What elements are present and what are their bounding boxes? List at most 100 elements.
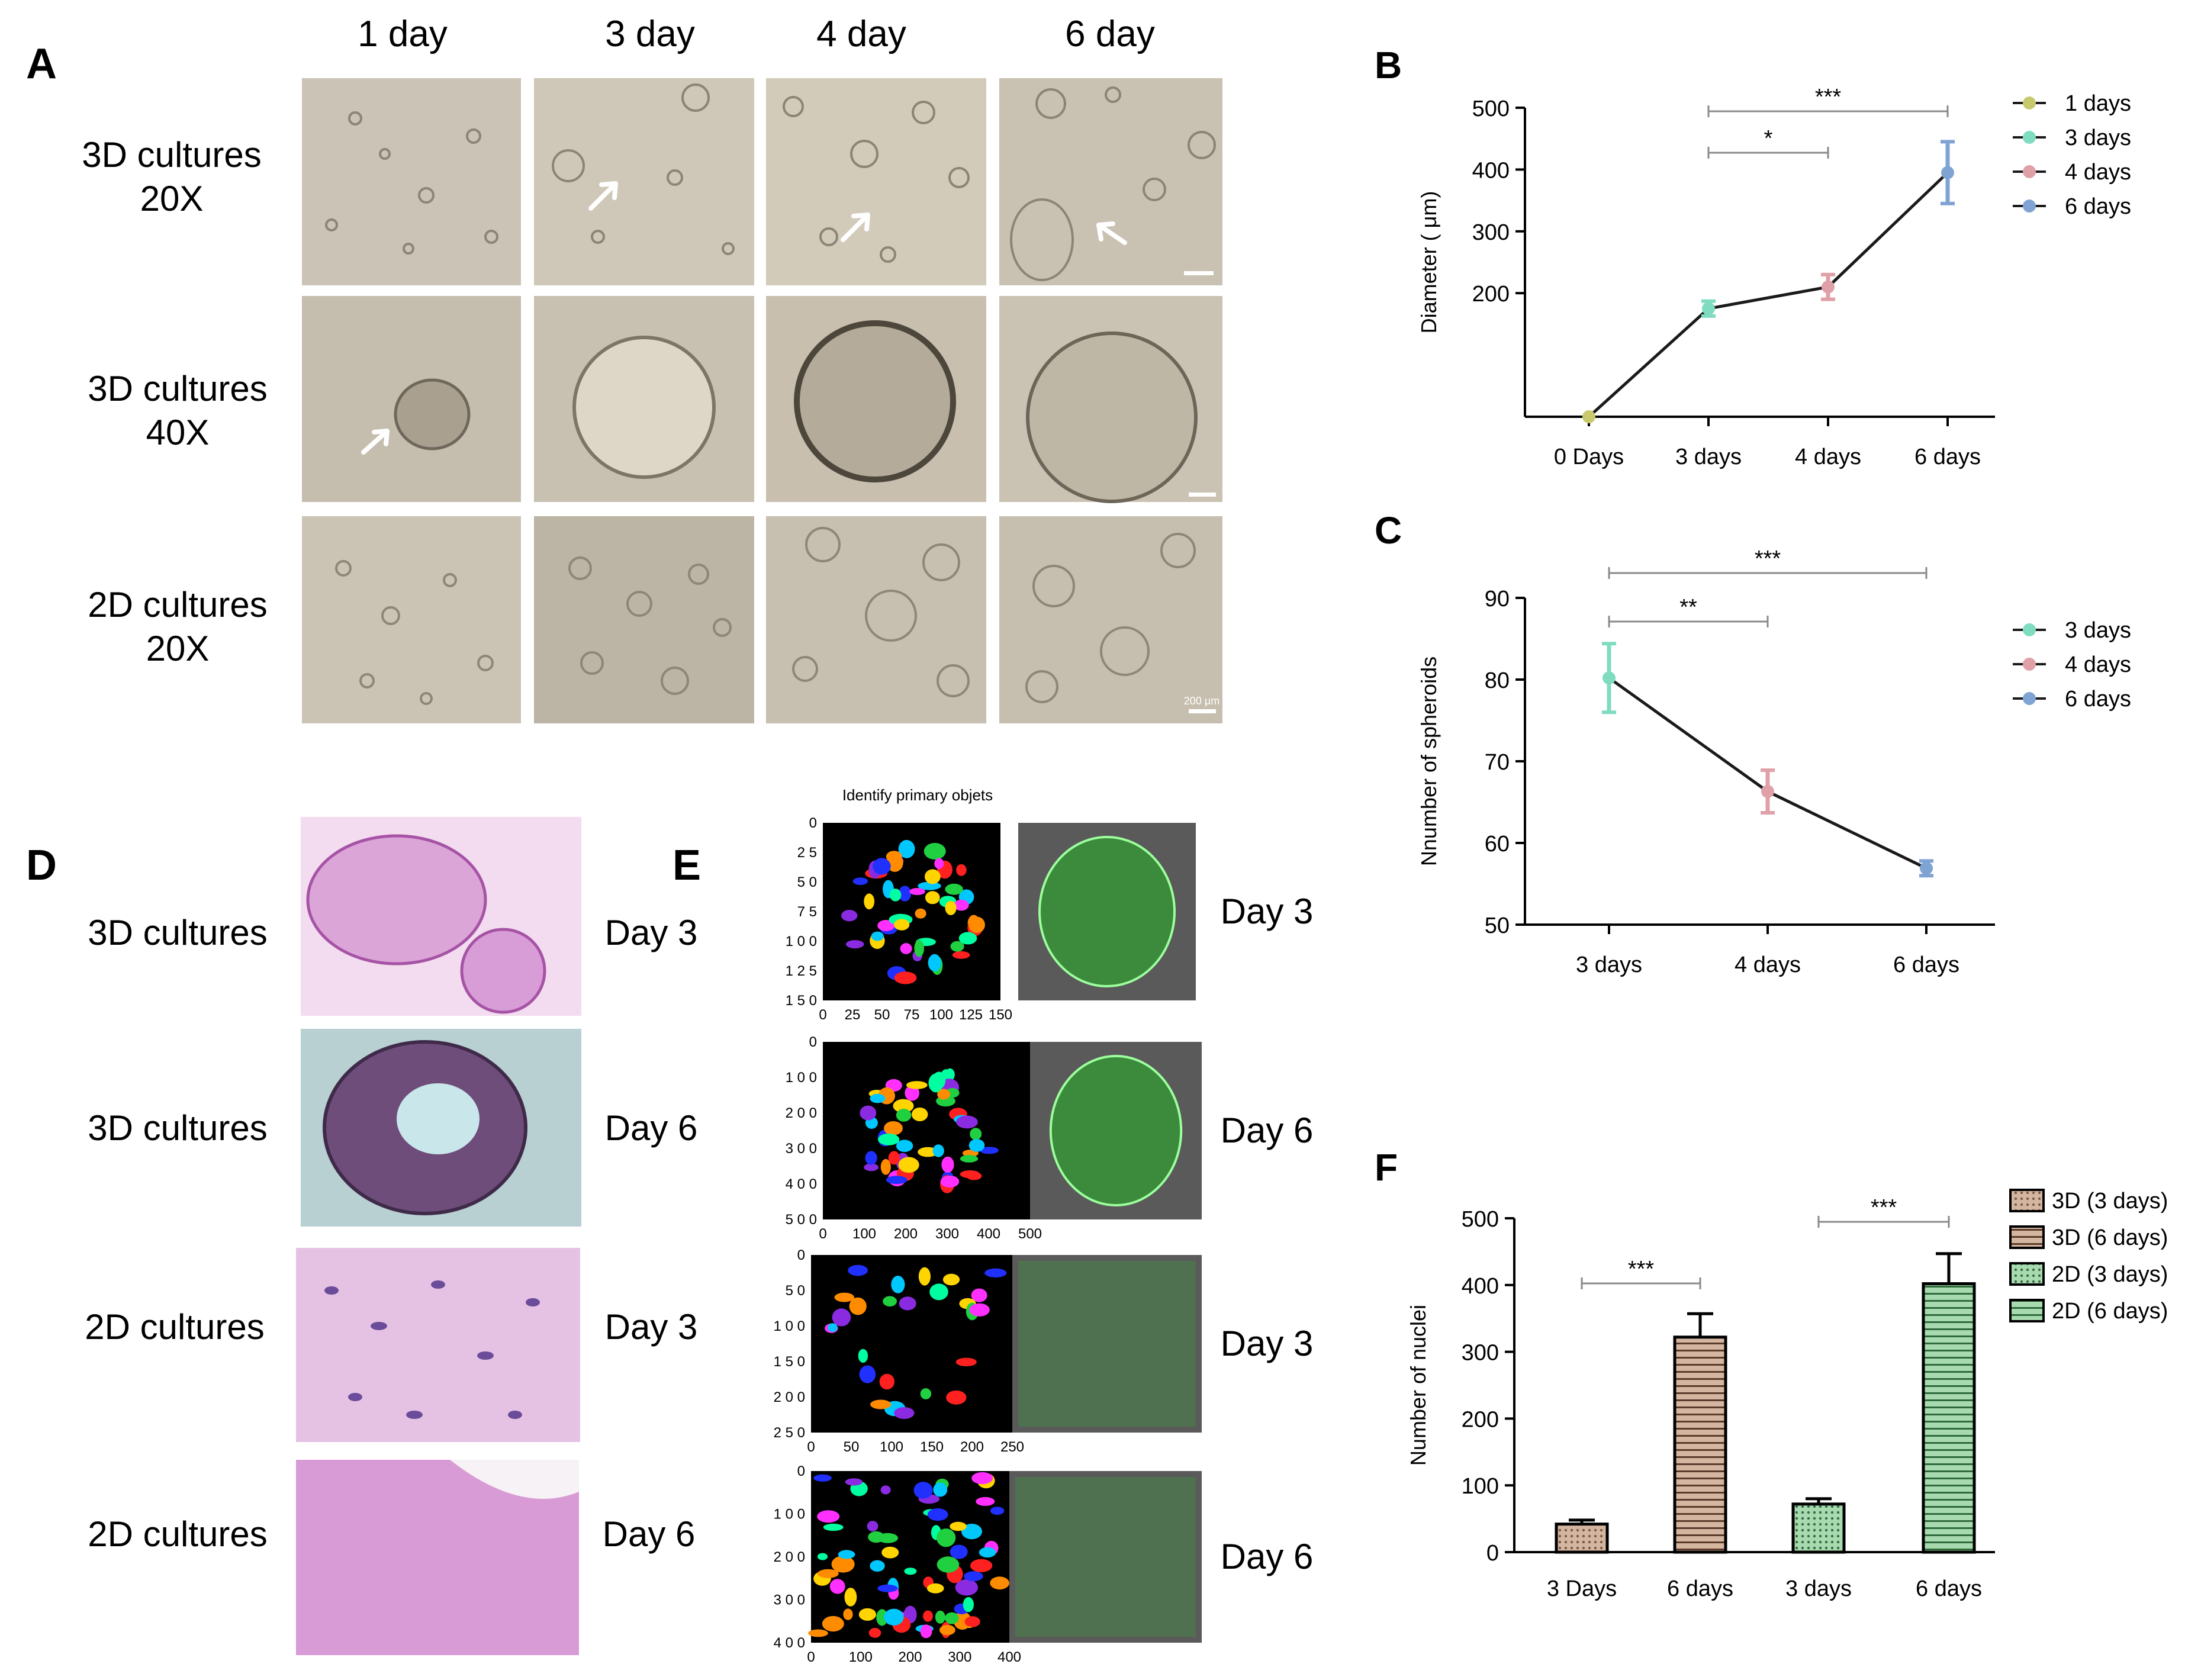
- significance-label: **: [1679, 595, 1697, 620]
- segmented-object: [888, 1151, 900, 1165]
- row-label-1a: 3D cultures: [82, 135, 261, 175]
- segmented-object: [877, 920, 895, 931]
- segmented-object: [813, 1474, 832, 1482]
- e-xtick: 500: [1018, 1226, 1042, 1242]
- e-day-label: Day 3: [1221, 1324, 1314, 1363]
- data-point: [1702, 302, 1715, 316]
- bar: [1673, 1335, 1727, 1554]
- segmented-object: [894, 971, 917, 984]
- segmented-object: [954, 899, 969, 911]
- legend-label: 4 days: [2065, 652, 2131, 677]
- row-label-3b: 20X: [146, 629, 210, 668]
- segmented-object: [829, 1579, 845, 1594]
- legend-marker: [2023, 199, 2036, 213]
- segmented-object: [870, 1093, 886, 1103]
- segmentation-panels-e: 02 55 07 51 0 01 2 51 5 00 25 50 75 100 125 15…: [774, 815, 1314, 1665]
- segmented-object: [937, 1089, 950, 1100]
- x-tick-label: 6 days: [1914, 445, 1981, 469]
- e-xtick: 0: [807, 1649, 815, 1665]
- segmented-object: [899, 886, 912, 902]
- segmented-object: [950, 1521, 967, 1531]
- segmented-object: [914, 939, 924, 957]
- segmented-object: [898, 839, 915, 858]
- segmented-object: [945, 1612, 959, 1624]
- segmented-object: [939, 1624, 955, 1636]
- e-xtick: 100: [929, 1007, 953, 1023]
- segmented-object: [906, 1081, 928, 1089]
- segmented-object: [884, 1121, 903, 1135]
- e-day-label: Day 3: [1221, 892, 1314, 931]
- e-ytick: 3 0 0: [774, 1592, 805, 1608]
- e-xtick: 400: [977, 1226, 1000, 1242]
- segmented-object: [889, 889, 902, 902]
- e-ytick: 0: [809, 1034, 817, 1050]
- segmented-object: [937, 1556, 960, 1573]
- e-ytick: 1 2 5: [786, 963, 817, 979]
- segmented-object: [867, 1521, 879, 1532]
- legend-label: 6 days: [2065, 194, 2131, 219]
- segmented-object: [928, 954, 941, 971]
- legend-marker: [2023, 165, 2036, 178]
- e-ytick: 3 0 0: [786, 1141, 817, 1157]
- micrograph-r3c3: [766, 516, 986, 723]
- col-label-4: 6 day: [1065, 14, 1155, 54]
- chart-b: B 200 300 400 500 0 Days 3 days 4 days 6 days Dia…: [1375, 44, 2131, 469]
- bar: [1791, 1502, 1846, 1554]
- segmented-object: [969, 1303, 990, 1317]
- panel-e-title: Identify primary objets: [842, 786, 993, 804]
- segmented-object: [966, 1172, 982, 1180]
- segmented-object: [868, 1628, 881, 1638]
- legend-marker: [2023, 96, 2036, 110]
- segmented-object: [831, 1556, 855, 1573]
- segmented-object: [848, 1264, 868, 1276]
- e-ytick: 2 0 0: [774, 1549, 805, 1565]
- e-ytick: 2 5: [797, 845, 817, 861]
- e-xtick: 25: [845, 1007, 861, 1023]
- segmented-object: [923, 842, 946, 860]
- segmented-object: [918, 881, 941, 890]
- data-point: [1920, 861, 1933, 875]
- d-day-label-2: Day 6: [605, 1108, 698, 1148]
- segmented-object: [941, 1156, 954, 1173]
- row-label-3a: 2D cultures: [88, 585, 267, 625]
- segmented-object: [873, 858, 891, 875]
- chart-c: C 50 60 70 80 90 3 days 4 days 6 days Nnumber of …: [1375, 509, 2131, 977]
- e-xtick: 0: [819, 1226, 826, 1242]
- segmented-object: [950, 941, 964, 952]
- segmented-object: [864, 893, 875, 910]
- segmented-object: [933, 1482, 948, 1497]
- segmented-object: [894, 1407, 915, 1419]
- segmented-object: [877, 1584, 898, 1592]
- legend-swatch: [2009, 1262, 2045, 1286]
- segmented-object: [871, 931, 884, 941]
- e-ytick: 5 0: [786, 1283, 805, 1299]
- segmented-object: [927, 1508, 948, 1521]
- segmented-object: [968, 916, 985, 934]
- legend-label: 3D (6 days): [2052, 1225, 2168, 1250]
- x-tick-label: 3 days: [1785, 1576, 1852, 1601]
- segmented-object: [956, 1115, 978, 1129]
- y-axis-label: Diameter ( μm): [1417, 191, 1441, 334]
- segmented-object: [899, 1296, 916, 1311]
- panel-letter: F: [1375, 1146, 1398, 1189]
- segmented-object: [894, 919, 910, 931]
- segmented-object: [952, 951, 970, 959]
- y-tick-label: 60: [1485, 832, 1510, 857]
- e-ytick: 4 0 0: [786, 1176, 817, 1192]
- d-day-label-3: Day 3: [605, 1307, 698, 1347]
- segmented-object: [891, 1276, 905, 1293]
- e-ytick: 0: [797, 1463, 805, 1479]
- segmented-object: [817, 1553, 828, 1560]
- e-xtick: 0: [819, 1007, 826, 1023]
- col-label-1: 1 day: [358, 14, 448, 54]
- segmented-object: [870, 1560, 885, 1572]
- e-day-label: Day 6: [1221, 1111, 1314, 1150]
- segmented-object: [896, 1109, 912, 1122]
- segmented-object: [955, 1357, 977, 1367]
- x-tick-label: 6 days: [1667, 1576, 1733, 1601]
- segmented-object: [886, 851, 902, 862]
- segmented-object: [940, 1176, 960, 1187]
- micrograph-r1c4: [999, 78, 1222, 285]
- x-tick-label: 4 days: [1735, 952, 1801, 977]
- segmented-object: [971, 1288, 987, 1302]
